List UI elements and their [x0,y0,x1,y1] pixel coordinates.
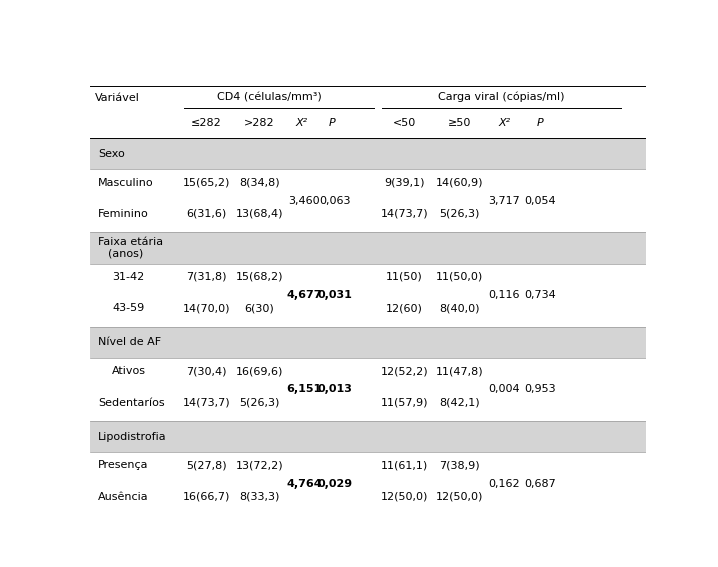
Bar [90,138,646,170]
Text: 12(50,0): 12(50,0) [381,492,428,502]
Text: ≥50: ≥50 [448,119,472,128]
Text: 0,054: 0,054 [525,196,556,206]
Text: 0,031: 0,031 [317,290,352,300]
Text: 11(47,8): 11(47,8) [436,366,484,376]
Text: Presença: Presença [98,460,149,471]
Text: 5(27,8): 5(27,8) [186,460,227,471]
Text: 8(40,0): 8(40,0) [439,303,480,314]
Text: 43-59: 43-59 [112,303,144,314]
Text: 8(33,3): 8(33,3) [239,492,279,502]
Text: 0,687: 0,687 [525,479,556,489]
Text: Nível de AF: Nível de AF [98,337,162,347]
Text: P: P [537,119,544,128]
Text: 6(31,6): 6(31,6) [187,209,227,219]
Text: 0,734: 0,734 [525,290,556,300]
Text: 31-42: 31-42 [112,272,144,282]
Text: 8(34,8): 8(34,8) [239,177,280,188]
Text: 3,717: 3,717 [488,196,520,206]
Text: Ativos: Ativos [112,366,146,376]
Text: 3,460: 3,460 [288,196,320,206]
Text: 14(60,9): 14(60,9) [436,177,483,188]
Text: 15(65,2): 15(65,2) [183,177,230,188]
Text: 11(57,9): 11(57,9) [381,397,428,408]
Bar [90,421,646,452]
Text: 13(68,4): 13(68,4) [236,209,283,219]
Text: 14(73,7): 14(73,7) [381,209,428,219]
Text: 0,162: 0,162 [488,479,520,489]
Text: 4,677: 4,677 [286,290,322,300]
Text: 6(30): 6(30) [245,303,274,314]
Text: Feminino: Feminino [98,209,149,219]
Text: 0,013: 0,013 [317,384,352,395]
Text: 7(30,4): 7(30,4) [187,366,227,376]
Text: 12(50,0): 12(50,0) [436,492,483,502]
Text: Lipodistrofia: Lipodistrofia [98,431,167,442]
Text: 11(61,1): 11(61,1) [381,460,428,471]
Text: Masculino: Masculino [98,177,154,188]
Text: P: P [328,119,335,128]
Text: Variável: Variável [95,93,140,103]
Text: 4,764: 4,764 [286,479,322,489]
Text: 14(73,7): 14(73,7) [183,397,230,408]
Text: 16(66,7): 16(66,7) [183,492,230,502]
Text: X²: X² [295,119,307,128]
Text: 11(50,0): 11(50,0) [436,272,483,282]
Text: 6,151: 6,151 [286,384,322,395]
Text: 0,063: 0,063 [319,196,350,206]
Text: X²: X² [498,119,510,128]
Text: >282: >282 [244,119,275,128]
Text: 12(52,2): 12(52,2) [381,366,428,376]
Text: <50: <50 [393,119,416,128]
Text: 5(26,3): 5(26,3) [439,209,480,219]
Text: 0,953: 0,953 [525,384,556,395]
Text: 7(38,9): 7(38,9) [439,460,480,471]
Text: 12(60): 12(60) [386,303,423,314]
Text: Ausência: Ausência [98,492,149,502]
Text: 5(26,3): 5(26,3) [239,397,279,408]
Bar [90,232,646,264]
Text: 7(31,8): 7(31,8) [187,272,227,282]
Text: ≤282: ≤282 [191,119,222,128]
Text: 0,029: 0,029 [317,479,352,489]
Text: 13(72,2): 13(72,2) [236,460,284,471]
Text: Sedentaríos: Sedentaríos [98,397,164,408]
Bar [90,327,646,358]
Text: 8(42,1): 8(42,1) [439,397,480,408]
Text: 9(39,1): 9(39,1) [384,177,424,188]
Text: 15(68,2): 15(68,2) [236,272,283,282]
Text: 11(50): 11(50) [386,272,422,282]
Text: 16(69,6): 16(69,6) [236,366,283,376]
Text: 0,116: 0,116 [488,290,520,300]
Text: Faixa etária: Faixa etária [98,237,163,247]
Text: (anos): (anos) [108,248,143,259]
Text: Carga viral (cópias/ml): Carga viral (cópias/ml) [438,92,565,102]
Text: Sexo: Sexo [98,149,125,159]
Text: 14(70,0): 14(70,0) [183,303,230,314]
Text: CD4 (células/mm³): CD4 (células/mm³) [217,92,322,102]
Text: 0,004: 0,004 [488,384,520,395]
